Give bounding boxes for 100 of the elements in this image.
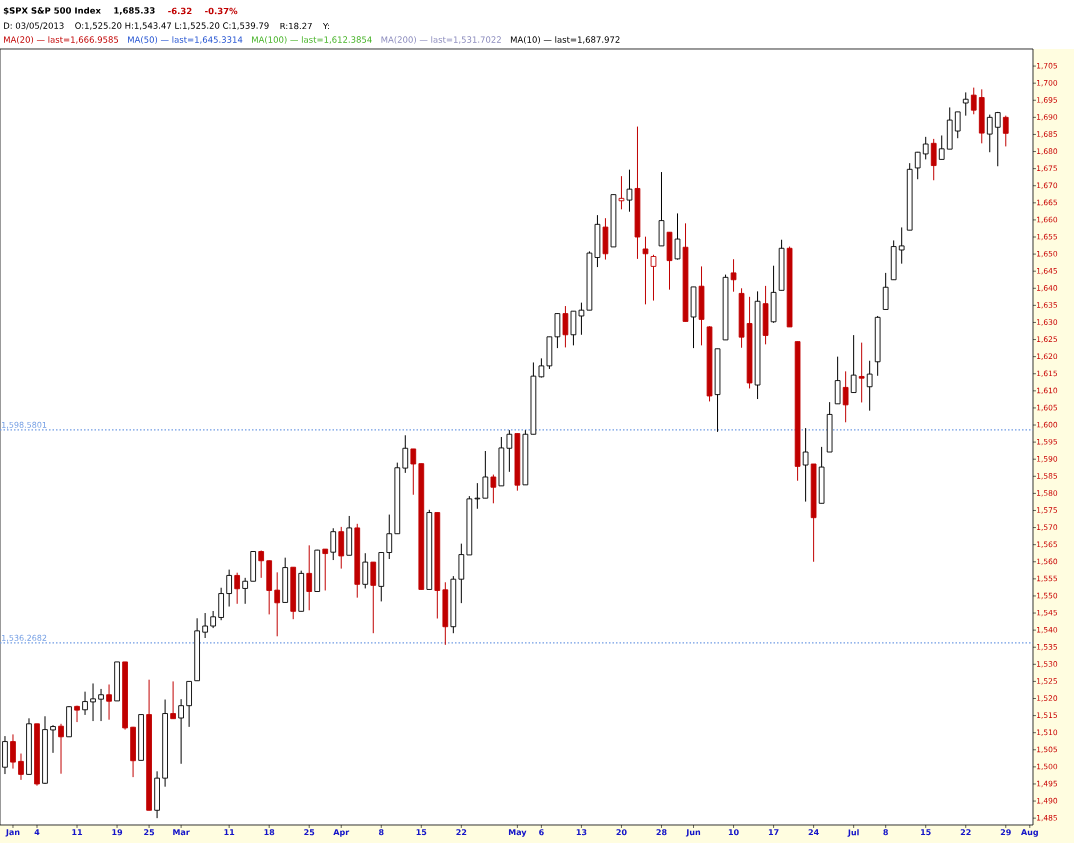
text: O:1,525.20 H:1,543.47 L:1,525.20 C:1,539.79 [75,22,269,30]
candlestick [170,680,176,720]
text: -0.37% [205,7,238,15]
x-tick-label: 29 [1000,829,1011,836]
candlestick [938,134,945,160]
candlestick [234,572,241,605]
candlestick [106,683,112,721]
candlestick [650,254,657,302]
candlestick [954,111,961,139]
candlestick [258,549,265,579]
x-tick-label: 24 [808,829,819,836]
text: R:18.27 [280,22,312,30]
candlestick [202,612,208,639]
candlestick [306,544,313,611]
candlestick [98,688,104,722]
candlestick [858,342,865,403]
candlestick [842,370,849,423]
candlestick [674,212,681,261]
candlestick [578,302,585,336]
candlestick [90,682,96,722]
x-tick-label: May [508,829,527,837]
candlestick [642,236,649,305]
candlestick [274,571,281,637]
x-tick-label: Jun [685,829,701,837]
text: D: 03/05/2013 [4,22,64,30]
candlestick [370,561,377,634]
candlestick [58,723,64,775]
x-tick-label: 25 [304,829,315,836]
candlestick [402,434,409,474]
text: -6.32 [168,7,192,15]
text: MA(200) — last=1,531.7022 [381,36,501,44]
text: MA(20) — last=1,666.9585 [4,36,119,44]
x-tick-label: 15 [921,829,931,836]
text: MA(10) — last=1,687.972 [510,36,620,44]
candlestick [922,136,929,160]
candlestick [50,724,56,754]
candlestick [970,87,977,115]
x-tick-label: 18 [264,829,275,836]
x-tick-label: 22 [456,829,467,836]
candlestick [730,258,737,293]
candlestick [538,357,545,379]
x-tick-label: 25 [144,829,155,836]
candlestick [218,587,224,621]
x-tick-label: Aug [1021,829,1038,837]
x-tick-label: 4 [34,829,40,836]
x-tick-label: 15 [416,829,427,836]
x-tick-label: 10 [728,829,739,836]
candlestick [386,514,393,560]
text: MA(100) — last=1,612.3854 [252,36,372,44]
text: MA(50) — last=1,645.3314 [128,36,243,44]
ref-line-label: 1,598.5801 [2,421,47,429]
candlestick [570,310,577,346]
candlestick [882,272,889,310]
candlestick [834,356,841,405]
candlestick [866,360,873,412]
x-tick-label: Apr [333,829,350,837]
candlestick [930,138,937,181]
candlestick [82,691,88,716]
candlestick [474,482,481,510]
candlestick [410,448,417,496]
candlestick [10,733,16,770]
x-tick-label: Jan [5,829,20,837]
candlestick [330,527,337,561]
candlestick [178,698,184,765]
candlestick [554,312,561,349]
x-tick-label: 11 [72,829,83,836]
candlestick [994,111,1001,167]
x-tick-label: 19 [112,829,123,836]
chart-title: $SPX S&P 500 Index [3,7,101,15]
candlestick [962,91,969,117]
candlestick [914,151,921,180]
candlestick [802,427,809,503]
candlestick [74,705,80,723]
candlestick [1002,115,1009,147]
text: Y: [322,22,329,30]
candlestick [986,114,993,153]
candlestick [490,474,497,504]
x-tick-label: Jul [847,829,859,837]
x-tick-label: Mar [173,829,190,836]
x-tick-label: 11 [224,829,235,836]
candlestick [562,305,569,348]
candlestick [362,552,369,589]
x-tick-label: 17 [768,829,779,836]
candlestick [242,577,249,605]
x-tick-label: 20 [616,829,627,836]
candlestick [18,753,24,781]
x-tick-label: 28 [656,829,667,836]
ref-line-label: 1,536.2682 [2,634,47,642]
candlestick [482,450,489,499]
candlestick [898,226,905,265]
text: 1,685.33 [114,7,155,15]
x-tick-label: 6 [539,829,544,836]
candlestick [850,334,857,394]
x-tick-label: 8 [378,829,384,836]
candlestick [322,548,329,591]
candlestick [506,429,513,473]
x-tick-label: 8 [883,829,888,836]
candlestick [226,569,232,608]
x-tick-label: 22 [960,829,971,836]
x-tick-label: 13 [576,829,587,836]
